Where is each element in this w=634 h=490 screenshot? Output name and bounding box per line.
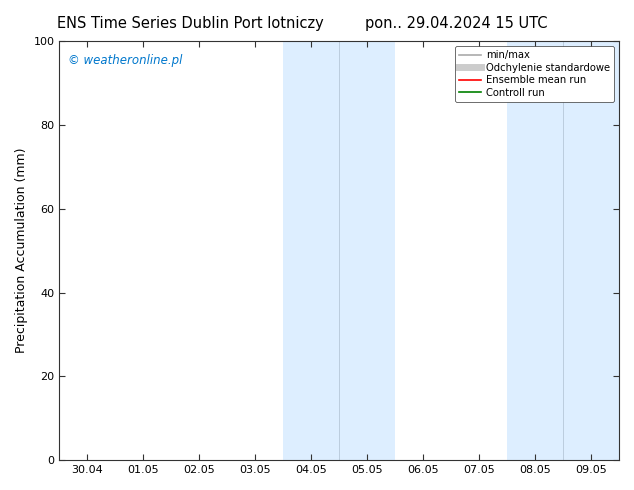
Text: pon.. 29.04.2024 15 UTC: pon.. 29.04.2024 15 UTC [365,16,548,31]
Legend: min/max, Odchylenie standardowe, Ensemble mean run, Controll run: min/max, Odchylenie standardowe, Ensembl… [455,46,614,101]
Text: © weatheronline.pl: © weatheronline.pl [68,53,182,67]
Bar [507,41,563,460]
Bar [563,41,619,460]
Y-axis label: Precipitation Accumulation (mm): Precipitation Accumulation (mm) [15,148,28,353]
Text: ENS Time Series Dublin Port lotniczy: ENS Time Series Dublin Port lotniczy [57,16,323,31]
Bar [339,41,395,460]
Bar [283,41,339,460]
